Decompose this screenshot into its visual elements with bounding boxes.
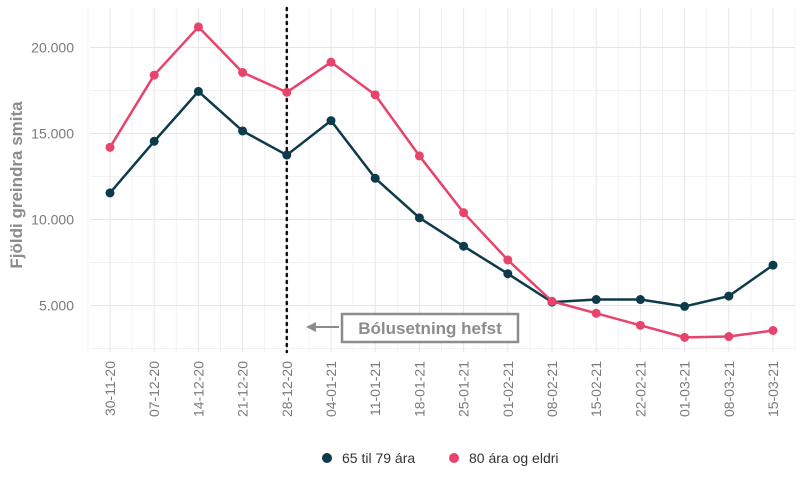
data-point-65-79 [238,126,248,136]
minor-gridlines [87,8,796,352]
data-point-65-79 [282,150,292,160]
x-tick-label: 15-02-21 [588,361,604,417]
x-tick-label: 28-12-20 [279,361,295,417]
data-point-80-plus [282,87,292,97]
x-tick-label: 11-01-21 [367,361,383,416]
data-point-80-plus [459,208,469,218]
x-tick-label: 30-11-20 [102,361,118,416]
y-tick-label: 20.000 [31,40,74,56]
data-point-65-79 [680,301,690,311]
annotation-box [340,312,520,344]
data-point-65-79 [105,188,115,198]
x-tick-label: 14-12-20 [190,361,206,417]
annotation-arrowhead [306,322,316,332]
y-tick-label: 10.000 [31,212,74,228]
data-point-65-79 [193,86,203,96]
legend-label-65-79: 65 til 79 ára [342,450,415,466]
major-gridlines [90,8,795,352]
data-point-80-plus [105,142,115,152]
data-point-65-79 [635,295,645,305]
y-axis-ticks: 5.000 10.000 15.000 20.000 [31,40,74,314]
data-point-65-79 [149,136,159,146]
data-point-80-plus [238,68,248,77]
x-tick-label: 07-12-20 [146,361,162,417]
data-point-65-79 [503,269,513,279]
data-point-80-plus [768,326,778,335]
x-tick-label: 25-01-21 [456,361,472,417]
x-tick-label: 08-03-21 [721,361,737,417]
data-point-80-plus [680,332,690,342]
data-point-65-79 [591,295,601,305]
data-point-80-plus [414,151,424,161]
legend: 65 til 79 ára 80 ára og eldri [322,450,559,466]
series-line-65-79 [108,90,775,308]
legend-marker-65-79 [322,453,332,463]
x-tick-label: 18-01-21 [411,361,427,417]
data-point-80-plus [193,22,203,32]
x-tick-label: 01-02-21 [500,361,516,417]
data-point-65-79 [724,291,734,301]
data-point-80-plus [370,90,380,100]
data-point-80-plus [635,320,645,330]
x-tick-label: 04-01-21 [323,361,339,417]
x-tick-label: 08-02-21 [544,361,560,417]
data-point-80-plus [724,332,734,342]
data-point-65-79 [414,213,424,223]
data-point-65-79 [768,260,778,270]
x-tick-label: 22-02-21 [632,361,648,417]
legend-label-80-plus: 80 ára og eldri [469,450,559,466]
series-layer [105,22,778,342]
x-tick-label: 15-03-21 [765,361,781,417]
y-tick-label: 15.000 [31,126,74,142]
data-point-80-plus [149,70,159,80]
y-axis-title: Fjöldi greindra smita [7,101,26,269]
legend-marker-80-plus [449,453,459,463]
data-point-65-79 [370,173,380,183]
y-tick-label: 5.000 [39,298,74,314]
data-point-65-79 [459,241,469,251]
data-point-65-79 [326,116,336,126]
x-tick-label: 01-03-21 [677,361,693,417]
x-tick-label: 21-12-20 [235,361,251,417]
data-point-80-plus [326,57,336,67]
annotation-label: Bólusetning hefst [358,319,502,338]
x-axis-ticks: 30-11-20 07-12-20 14-12-20 21-12-20 28-12-20… [102,361,781,417]
series-line-80-plus [108,25,775,339]
vaccination-annotation: Bólusetning hefst [306,312,520,344]
data-point-80-plus [547,296,557,306]
data-point-80-plus [591,308,601,318]
data-point-80-plus [503,255,513,265]
